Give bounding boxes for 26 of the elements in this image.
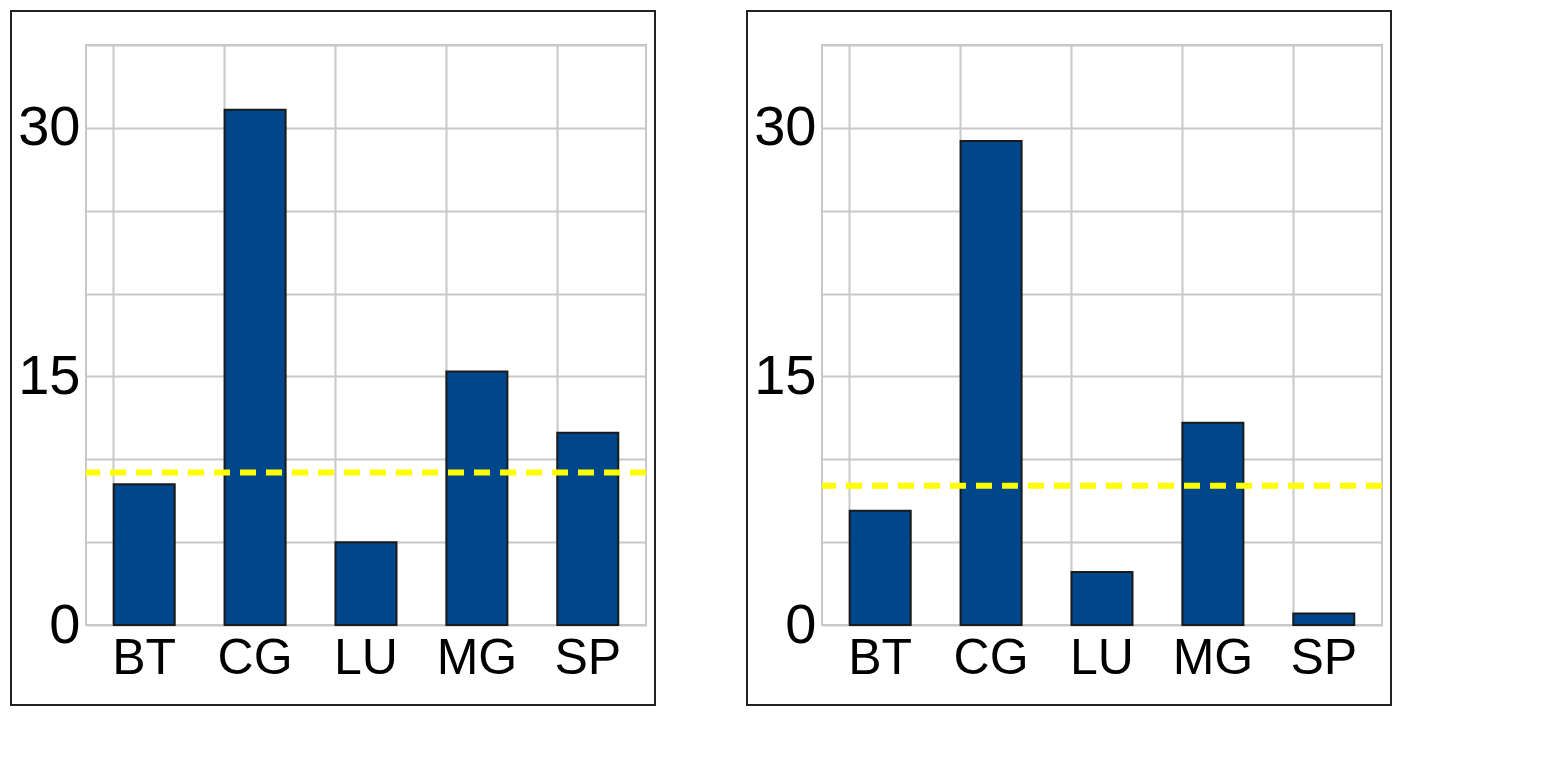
y-tick-label: 15 — [754, 342, 817, 406]
bar — [1292, 612, 1356, 626]
x-tick-label: CG — [953, 628, 1029, 685]
x-tick-label: BT — [112, 628, 177, 685]
bar — [223, 108, 287, 626]
y-tick-label: 15 — [18, 342, 81, 406]
bar — [112, 483, 176, 626]
x-tick-label: MG — [1172, 628, 1254, 685]
x-tick-label: LU — [1070, 628, 1134, 685]
bar — [1070, 570, 1134, 626]
bar — [959, 140, 1023, 626]
bar — [848, 509, 912, 626]
bar — [1181, 421, 1245, 626]
bar — [445, 370, 509, 626]
y-tick-label: 30 — [754, 94, 817, 158]
bar — [556, 431, 620, 626]
bar — [334, 541, 398, 626]
x-tick-label: BT — [848, 628, 913, 685]
x-tick-label: CG — [217, 628, 293, 685]
x-tick-label: LU — [334, 628, 398, 685]
x-tick-label: SP — [1290, 628, 1358, 685]
y-tick-label: 0 — [785, 591, 817, 655]
x-tick-label: MG — [436, 628, 518, 685]
y-tick-label: 0 — [49, 591, 81, 655]
y-tick-label: 30 — [18, 94, 81, 158]
x-tick-label: SP — [554, 628, 622, 685]
